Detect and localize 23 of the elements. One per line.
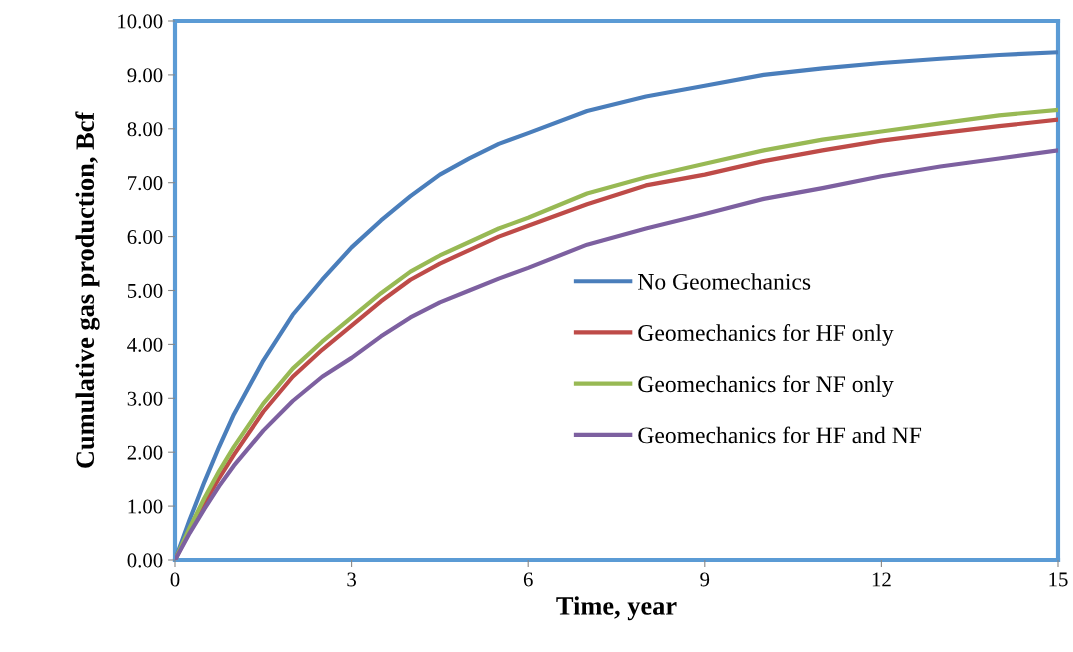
y-tick-label: 1.00 <box>128 499 163 514</box>
y-tick-label: 7.00 <box>128 176 163 191</box>
legend-label: Geomechanics for HF only <box>638 324 894 346</box>
x-tick-label: 0 <box>170 572 180 587</box>
y-tick-label: 6.00 <box>127 229 163 245</box>
y-tick-label: 2.00 <box>127 445 163 460</box>
legend-label: No Geomechanics <box>638 273 811 290</box>
y-tick-label: 5.00 <box>127 283 163 299</box>
y-tick-label: 9.00 <box>127 68 163 83</box>
y-tick-label: 10.00 <box>118 14 163 29</box>
legend-label: Geomechanics for HF and NF <box>638 426 922 444</box>
y-axis-title: Cumulative gas production, Bcf <box>75 111 100 468</box>
y-tick-label: 8.00 <box>127 122 163 137</box>
y-tick-label: 4.00 <box>127 337 163 352</box>
y-tick-label: 0.00 <box>127 553 163 568</box>
x-tick-label: 12 <box>872 572 891 587</box>
legend-label: Geomechanics for NF only <box>638 375 894 398</box>
x-tick-label: 6 <box>523 572 533 587</box>
y-tick-label: 3.00 <box>127 391 163 406</box>
x-tick-label: 9 <box>700 572 710 587</box>
x-tick-label: 15 <box>1049 572 1068 587</box>
x-axis-title: Time, year <box>556 596 677 621</box>
x-tick-label: 3 <box>347 572 356 587</box>
